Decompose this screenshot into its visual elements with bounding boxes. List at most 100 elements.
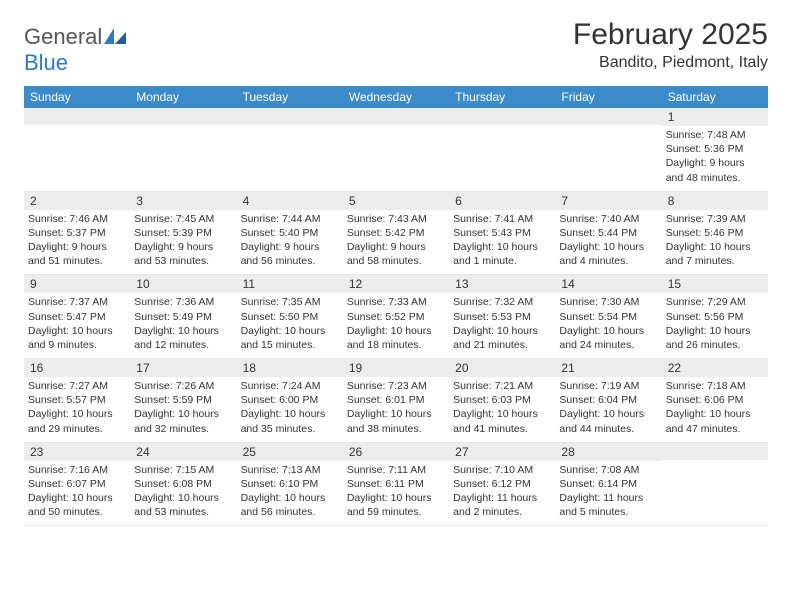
sunrise-text: Sunrise: 7:41 AM [453,212,551,226]
day-number [449,108,555,125]
day-cell: 22Sunrise: 7:18 AMSunset: 6:06 PMDayligh… [662,359,768,442]
day-data: Sunrise: 7:40 AMSunset: 5:44 PMDaylight:… [559,210,657,269]
sunrise-text: Sunrise: 7:40 AM [559,212,657,226]
sunrise-text: Sunrise: 7:23 AM [347,379,445,393]
sunset-text: Sunset: 6:04 PM [559,393,657,407]
day-data: Sunrise: 7:10 AMSunset: 6:12 PMDaylight:… [453,461,551,520]
sunrise-text: Sunrise: 7:33 AM [347,295,445,309]
day-number [555,108,661,125]
calendar-grid: Sunday Monday Tuesday Wednesday Thursday… [24,86,768,526]
day-cell: 15Sunrise: 7:29 AMSunset: 5:56 PMDayligh… [662,275,768,358]
sunset-text: Sunset: 6:10 PM [241,477,339,491]
day-cell: 12Sunrise: 7:33 AMSunset: 5:52 PMDayligh… [343,275,449,358]
day-cell: 16Sunrise: 7:27 AMSunset: 5:57 PMDayligh… [24,359,130,442]
page-header: General Blue February 2025 Bandito, Pied… [24,18,768,76]
day-cell: 10Sunrise: 7:36 AMSunset: 5:49 PMDayligh… [130,275,236,358]
sunrise-text: Sunrise: 7:10 AM [453,463,551,477]
sunrise-text: Sunrise: 7:32 AM [453,295,551,309]
sunrise-text: Sunrise: 7:48 AM [666,128,764,142]
daylight-text: Daylight: 10 hours and 50 minutes. [28,491,126,519]
daylight-text: Daylight: 10 hours and 9 minutes. [28,324,126,352]
sunrise-text: Sunrise: 7:26 AM [134,379,232,393]
sunset-text: Sunset: 5:54 PM [559,310,657,324]
sunrise-text: Sunrise: 7:19 AM [559,379,657,393]
sunset-text: Sunset: 6:11 PM [347,477,445,491]
day-cell [237,108,343,191]
sunrise-text: Sunrise: 7:45 AM [134,212,232,226]
day-data: Sunrise: 7:48 AMSunset: 5:36 PMDaylight:… [666,126,764,185]
day-data: Sunrise: 7:35 AMSunset: 5:50 PMDaylight:… [241,293,339,352]
sunrise-text: Sunrise: 7:39 AM [666,212,764,226]
sunset-text: Sunset: 6:06 PM [666,393,764,407]
day-number: 28 [555,443,661,461]
sunrise-text: Sunrise: 7:29 AM [666,295,764,309]
sunset-text: Sunset: 6:07 PM [28,477,126,491]
day-cell: 23Sunrise: 7:16 AMSunset: 6:07 PMDayligh… [24,443,130,526]
day-data: Sunrise: 7:16 AMSunset: 6:07 PMDaylight:… [28,461,126,520]
location-subtitle: Bandito, Piedmont, Italy [573,54,768,72]
sunset-text: Sunset: 5:40 PM [241,226,339,240]
day-number: 5 [343,192,449,210]
sunset-text: Sunset: 5:53 PM [453,310,551,324]
week-row: 23Sunrise: 7:16 AMSunset: 6:07 PMDayligh… [24,443,768,527]
day-cell [130,108,236,191]
day-number: 3 [130,192,236,210]
day-cell: 4Sunrise: 7:44 AMSunset: 5:40 PMDaylight… [237,192,343,275]
sunset-text: Sunset: 6:14 PM [559,477,657,491]
day-data: Sunrise: 7:30 AMSunset: 5:54 PMDaylight:… [559,293,657,352]
day-cell [555,108,661,191]
day-data: Sunrise: 7:33 AMSunset: 5:52 PMDaylight:… [347,293,445,352]
daylight-text: Daylight: 10 hours and 12 minutes. [134,324,232,352]
day-cell: 5Sunrise: 7:43 AMSunset: 5:42 PMDaylight… [343,192,449,275]
daylight-text: Daylight: 10 hours and 59 minutes. [347,491,445,519]
sunset-text: Sunset: 5:37 PM [28,226,126,240]
day-data: Sunrise: 7:27 AMSunset: 5:57 PMDaylight:… [28,377,126,436]
daylight-text: Daylight: 10 hours and 53 minutes. [134,491,232,519]
day-number: 18 [237,359,343,377]
day-cell: 24Sunrise: 7:15 AMSunset: 6:08 PMDayligh… [130,443,236,526]
sunset-text: Sunset: 5:49 PM [134,310,232,324]
sunset-text: Sunset: 6:08 PM [134,477,232,491]
day-data: Sunrise: 7:43 AMSunset: 5:42 PMDaylight:… [347,210,445,269]
day-cell: 13Sunrise: 7:32 AMSunset: 5:53 PMDayligh… [449,275,555,358]
daylight-text: Daylight: 9 hours and 51 minutes. [28,240,126,268]
day-number: 21 [555,359,661,377]
day-data: Sunrise: 7:29 AMSunset: 5:56 PMDaylight:… [666,293,764,352]
sunset-text: Sunset: 5:36 PM [666,142,764,156]
day-cell: 27Sunrise: 7:10 AMSunset: 6:12 PMDayligh… [449,443,555,526]
day-cell: 28Sunrise: 7:08 AMSunset: 6:14 PMDayligh… [555,443,661,526]
sunrise-text: Sunrise: 7:15 AM [134,463,232,477]
day-cell: 26Sunrise: 7:11 AMSunset: 6:11 PMDayligh… [343,443,449,526]
sunset-text: Sunset: 5:42 PM [347,226,445,240]
weeks-container: 1Sunrise: 7:48 AMSunset: 5:36 PMDaylight… [24,108,768,526]
day-data: Sunrise: 7:21 AMSunset: 6:03 PMDaylight:… [453,377,551,436]
day-number: 8 [662,192,768,210]
sunrise-text: Sunrise: 7:46 AM [28,212,126,226]
day-cell: 1Sunrise: 7:48 AMSunset: 5:36 PMDaylight… [662,108,768,191]
weekday-header: Sunday [24,86,130,108]
sunrise-text: Sunrise: 7:30 AM [559,295,657,309]
sunset-text: Sunset: 5:39 PM [134,226,232,240]
day-number: 19 [343,359,449,377]
sunset-text: Sunset: 5:56 PM [666,310,764,324]
day-number [24,108,130,125]
day-number: 10 [130,275,236,293]
title-block: February 2025 Bandito, Piedmont, Italy [573,18,768,72]
day-cell: 3Sunrise: 7:45 AMSunset: 5:39 PMDaylight… [130,192,236,275]
day-data: Sunrise: 7:39 AMSunset: 5:46 PMDaylight:… [666,210,764,269]
daylight-text: Daylight: 10 hours and 15 minutes. [241,324,339,352]
day-number [130,108,236,125]
sunrise-text: Sunrise: 7:24 AM [241,379,339,393]
day-number: 6 [449,192,555,210]
sunset-text: Sunset: 6:00 PM [241,393,339,407]
day-cell [662,443,768,526]
day-cell: 9Sunrise: 7:37 AMSunset: 5:47 PMDaylight… [24,275,130,358]
sunset-text: Sunset: 5:50 PM [241,310,339,324]
day-number [343,108,449,125]
day-number: 11 [237,275,343,293]
day-data: Sunrise: 7:24 AMSunset: 6:00 PMDaylight:… [241,377,339,436]
daylight-text: Daylight: 10 hours and 47 minutes. [666,407,764,435]
sunset-text: Sunset: 6:12 PM [453,477,551,491]
weekday-header-row: Sunday Monday Tuesday Wednesday Thursday… [24,86,768,108]
day-cell: 7Sunrise: 7:40 AMSunset: 5:44 PMDaylight… [555,192,661,275]
